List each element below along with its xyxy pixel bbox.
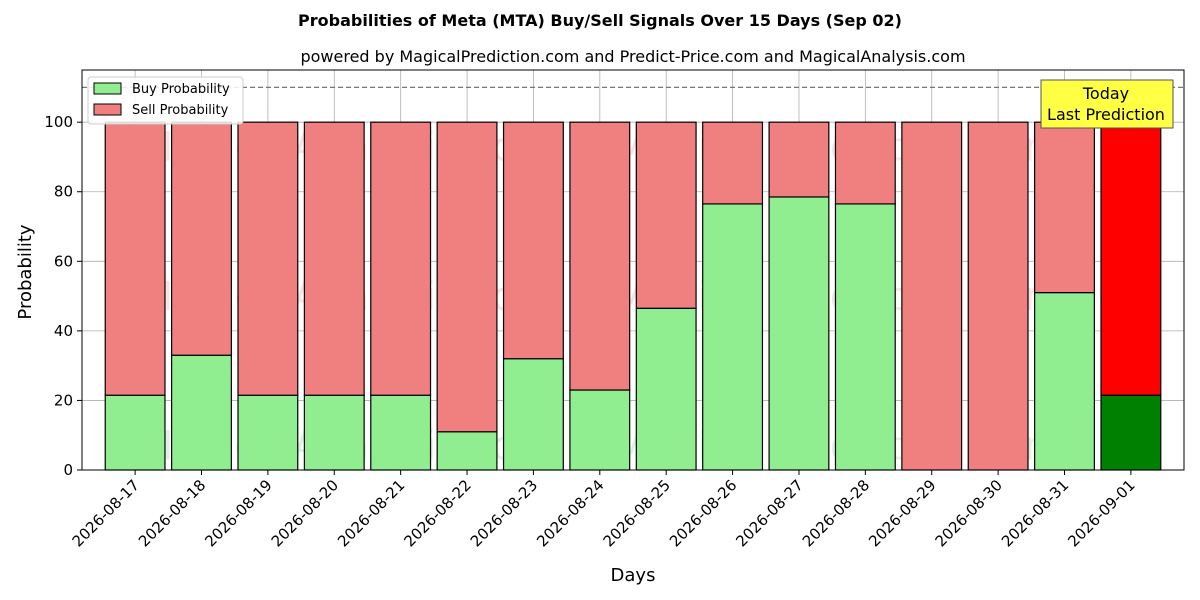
chart-title: Probabilities of Meta (MTA) Buy/Sell Sig…	[298, 11, 902, 30]
today-annotation: Today Last Prediction	[1040, 79, 1174, 129]
sell-bar	[303, 121, 365, 396]
sell-bar	[834, 121, 896, 205]
y-tick-label: 0	[63, 461, 73, 479]
legend-box	[87, 76, 244, 125]
y-axis-ticks: 0 20 40 60 80 100	[44, 113, 82, 479]
y-tick-label: 80	[54, 183, 73, 201]
x-tick-label: 2026-08-20	[268, 476, 342, 550]
legend-label: Sell Probability	[132, 103, 229, 118]
sell-bar	[768, 121, 830, 198]
sell-bar	[569, 121, 631, 391]
buy-bar	[436, 431, 498, 471]
annotation-box	[1040, 79, 1174, 129]
sell-bar	[237, 121, 299, 396]
sell-bar	[370, 121, 432, 396]
buy-bar	[1034, 292, 1095, 471]
sell-bar	[1034, 121, 1095, 294]
buy-bar	[171, 354, 232, 471]
bars	[104, 121, 1162, 471]
x-axis-label: Days	[611, 565, 656, 586]
buy-bar	[768, 196, 830, 471]
buy-bar	[104, 394, 166, 471]
x-tick-label: 2026-08-17	[69, 476, 143, 550]
sell-bar	[436, 121, 498, 433]
y-tick-label: 20	[54, 391, 73, 409]
sell-bar	[171, 121, 232, 356]
y-axis-label: Probability	[15, 224, 36, 319]
sell-bar	[901, 121, 963, 471]
x-tick-label: 2026-08-22	[400, 476, 474, 550]
buy-bar	[834, 203, 896, 471]
x-tick-label: 2026-08-29	[865, 476, 939, 550]
x-tick-label: 2026-08-19	[201, 476, 275, 550]
legend-label: Buy Probability	[132, 82, 230, 97]
annotation-line: Today	[1082, 84, 1129, 103]
sell-bar	[967, 121, 1029, 471]
x-tick-label: 2026-08-18	[135, 476, 209, 550]
y-tick-label: 40	[54, 322, 73, 340]
buy-bar	[702, 203, 764, 471]
sell-bar	[502, 121, 564, 360]
sell-bar	[702, 121, 764, 205]
x-tick-label: 2026-08-25	[600, 476, 674, 550]
y-tick-label: 60	[54, 252, 73, 270]
x-tick-label: 2026-08-30	[932, 476, 1006, 550]
plot-frame	[81, 69, 1185, 471]
buy-bar	[1100, 394, 1162, 471]
buy-bar	[303, 394, 365, 471]
legend: Buy Probability Sell Probability	[87, 76, 244, 125]
x-tick-label: 2026-09-01	[1064, 476, 1138, 550]
x-axis-ticks: 2026-08-172026-08-182026-08-192026-08-20…	[69, 470, 1139, 550]
sell-bar	[1100, 121, 1162, 396]
buy-bar	[502, 358, 564, 471]
y-tick-label: 100	[44, 113, 73, 131]
x-tick-label: 2026-08-23	[467, 476, 541, 550]
buy-bar	[569, 389, 631, 471]
sell-bar	[635, 121, 697, 309]
sell-bar	[104, 121, 166, 396]
buy-bar	[635, 307, 697, 471]
legend-swatch	[93, 82, 122, 95]
annotation-line: Last Prediction	[1047, 105, 1165, 124]
x-tick-label: 2026-08-31	[998, 476, 1072, 550]
legend-swatch	[93, 103, 122, 116]
x-tick-label: 2026-08-26	[666, 476, 740, 550]
x-tick-label: 2026-08-27	[732, 476, 806, 550]
buy-bar	[237, 394, 299, 471]
x-tick-label: 2026-08-21	[334, 476, 408, 550]
buy-bar	[370, 394, 432, 471]
x-tick-label: 2026-08-28	[799, 476, 873, 550]
x-tick-label: 2026-08-24	[533, 476, 607, 550]
chart-subtitle: powered by MagicalPrediction.com and Pre…	[300, 47, 965, 66]
